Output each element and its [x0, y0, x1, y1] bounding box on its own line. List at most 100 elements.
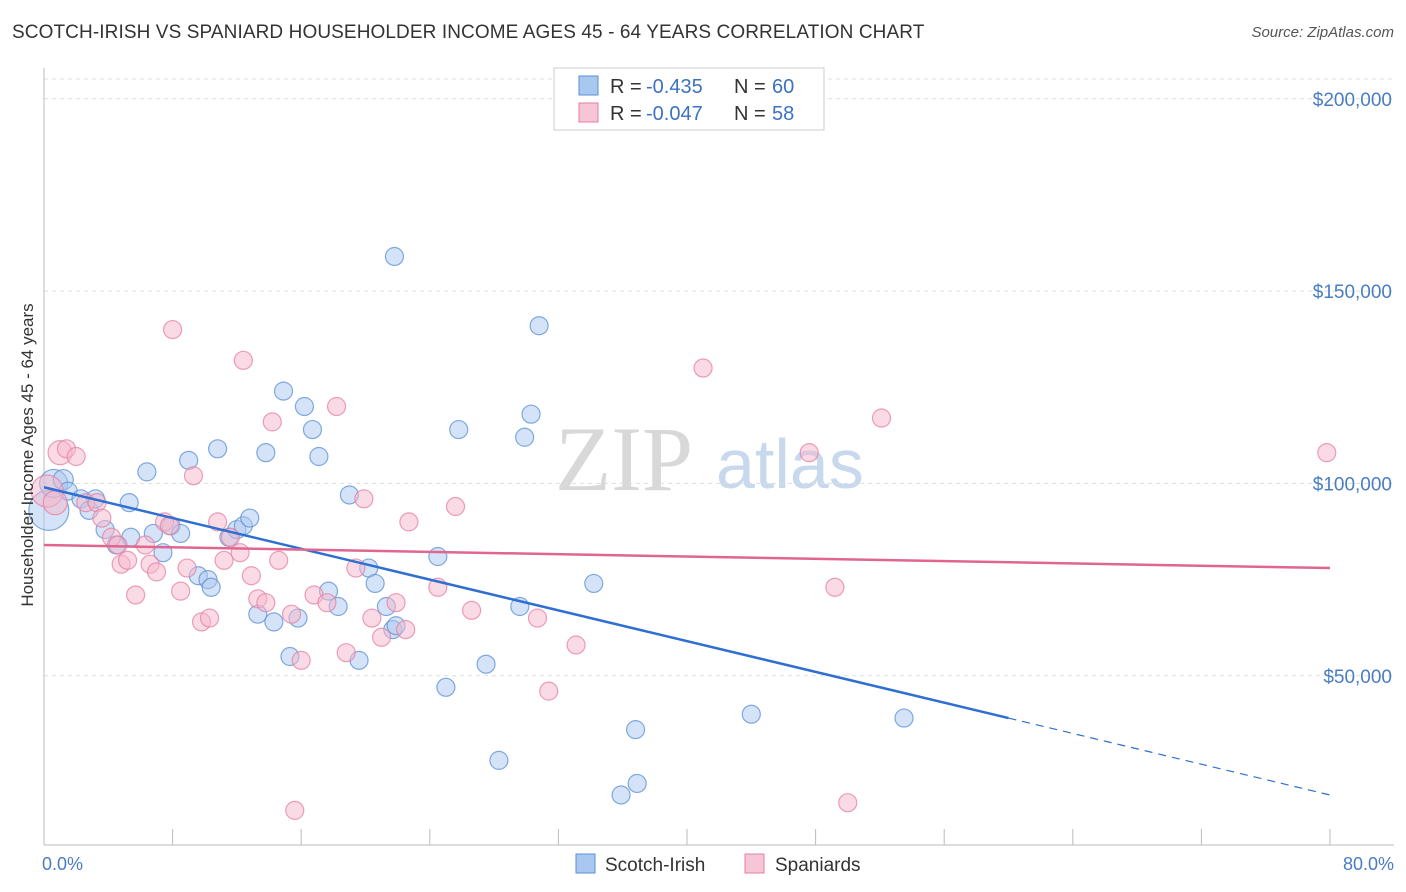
scotch-irish-point-55: [625, 720, 646, 740]
scotch-irish-point-45: [436, 677, 456, 697]
y-tick-label-50000: $50,000: [1323, 667, 1392, 688]
trend-line-scotch-irish: [43, 486, 1009, 720]
scotch-irish-point-19: [201, 577, 221, 597]
legend-n-label-2: N =: [734, 103, 766, 125]
scotch-irish-point-57: [741, 704, 761, 724]
spaniards-point-47: [399, 512, 419, 532]
legend-n-value-1: 60: [772, 76, 794, 98]
axes: [43, 68, 1394, 846]
legend-series-swatch-scotch-irish: [575, 853, 596, 874]
spaniards-point-39: [326, 396, 347, 417]
spaniards-point-38: [317, 593, 337, 613]
spaniards-point-34: [281, 604, 302, 624]
scotch-irish-point-39: [365, 573, 385, 594]
scotch-irish-point-51: [521, 404, 541, 424]
spaniards-point-15: [146, 562, 167, 582]
spaniards-point-36: [291, 650, 311, 670]
spaniards-point-31: [256, 593, 276, 613]
legend-r-value-1: -0.435: [646, 76, 703, 98]
spaniards-point-7: [92, 508, 112, 528]
spaniards-point-20: [177, 558, 197, 578]
scotch-irish-point-47: [476, 654, 496, 674]
spaniards-point-58: [871, 408, 892, 428]
scotch-irish-point-48: [489, 750, 509, 770]
scotch-irish-point-44: [428, 546, 448, 567]
scotch-irish-point-20: [208, 439, 228, 459]
spaniards-point-28: [233, 350, 253, 370]
spaniards-point-50: [461, 600, 482, 620]
spaniards-point-57: [838, 793, 858, 813]
chart-source: Source: ZipAtlas.com: [1251, 24, 1394, 41]
series-spaniards: [30, 319, 1337, 820]
spaniards-point-52: [539, 681, 559, 701]
y-axis-label: Householder Income Ages 45 - 64 years: [18, 303, 37, 606]
spaniards-point-25: [214, 550, 234, 570]
legend-r-label-1: R =: [610, 76, 642, 98]
spaniards-point-40: [336, 643, 356, 663]
scotch-irish-point-43: [384, 246, 405, 267]
spaniards-point-24: [208, 512, 228, 532]
spaniards-point-43: [362, 608, 382, 628]
spaniards-point-29: [241, 566, 261, 586]
spaniards-point-12: [126, 585, 146, 605]
y-tick-label-100000: $100,000: [1313, 474, 1392, 495]
spaniards-point-56: [825, 577, 845, 597]
scotch-irish-point-32: [302, 419, 323, 440]
legend-correlation-box: [553, 67, 825, 131]
y-tick-labels: $50,000 $100,000 $150,000 $200,000: [1313, 90, 1392, 688]
x-tick-label-right: 80.0%: [1343, 854, 1394, 874]
watermark-atlas: atlas: [716, 425, 864, 503]
spaniards-point-23: [199, 608, 220, 628]
spaniards-point-45: [386, 593, 406, 613]
spaniards-point-35: [285, 800, 305, 820]
x-tick-label-left: 0.0%: [42, 854, 83, 874]
spaniards-point-44: [371, 627, 392, 647]
spaniards-point-51: [527, 608, 548, 628]
legend-n-label-1: N =: [734, 76, 766, 98]
scotch-irish-point-56: [627, 773, 647, 794]
scotch-irish-point-28: [273, 381, 294, 401]
watermark-zip: ZIP: [555, 408, 693, 510]
spaniards-point-21: [183, 466, 204, 486]
scotch-irish-point-52: [529, 316, 549, 336]
spaniards-point-49: [445, 496, 466, 517]
scotch-irish-point-24: [240, 508, 260, 528]
spaniards-point-13: [135, 535, 155, 555]
legend-swatch-pink: [578, 102, 599, 123]
legend-series-label-spaniards: Spaniards: [775, 855, 861, 876]
grid-lines: [44, 78, 1394, 677]
legend-series-label-scotch-irish: Scotch-Irish: [605, 855, 705, 876]
scotch-irish-point-46: [449, 419, 469, 440]
spaniards-point-18: [163, 319, 183, 340]
legend-swatch-blue: [578, 75, 599, 96]
legend-r-label-2: R =: [610, 103, 642, 125]
watermark: ZIP atlas: [555, 408, 864, 510]
spaniards-point-11: [117, 550, 138, 570]
spaniards-point-33: [269, 550, 289, 570]
spaniards-point-55: [799, 443, 819, 463]
scotch-irish-point-11: [137, 462, 157, 482]
legend-series: Scotch-Irish Spaniards: [575, 853, 861, 876]
legend-n-value-2: 58: [772, 103, 794, 125]
legend-series-swatch-spaniards: [744, 853, 765, 874]
scotch-irish-point-31: [294, 396, 315, 417]
chart-title: SCOTCH-IRISH VS SPANIARD HOUSEHOLDER INC…: [12, 22, 925, 43]
spaniards-point-19: [171, 581, 191, 601]
spaniards-point-42: [354, 489, 374, 509]
spaniards-point-27: [230, 543, 250, 563]
legend-r-value-2: -0.047: [646, 103, 703, 125]
scotch-irish-point-27: [264, 612, 284, 632]
scotch-irish-point-50: [515, 427, 535, 447]
trend-line-scotch-irish-extension: [1008, 717, 1331, 796]
scotch-irish-point-54: [611, 785, 631, 805]
y-tick-label-150000: $150,000: [1313, 282, 1392, 303]
y-tick-label-200000: $200,000: [1313, 90, 1392, 111]
spaniards-point-4: [66, 446, 86, 467]
scotch-irish-point-58: [894, 708, 914, 728]
spaniards-point-46: [396, 619, 416, 640]
legend-correlation: R = -0.435 N = 60 R = -0.047 N = 58: [553, 67, 825, 131]
spaniards-point-59: [1317, 443, 1337, 463]
trend-line-spaniards: [43, 543, 1331, 570]
trend-lines: [43, 486, 1331, 796]
